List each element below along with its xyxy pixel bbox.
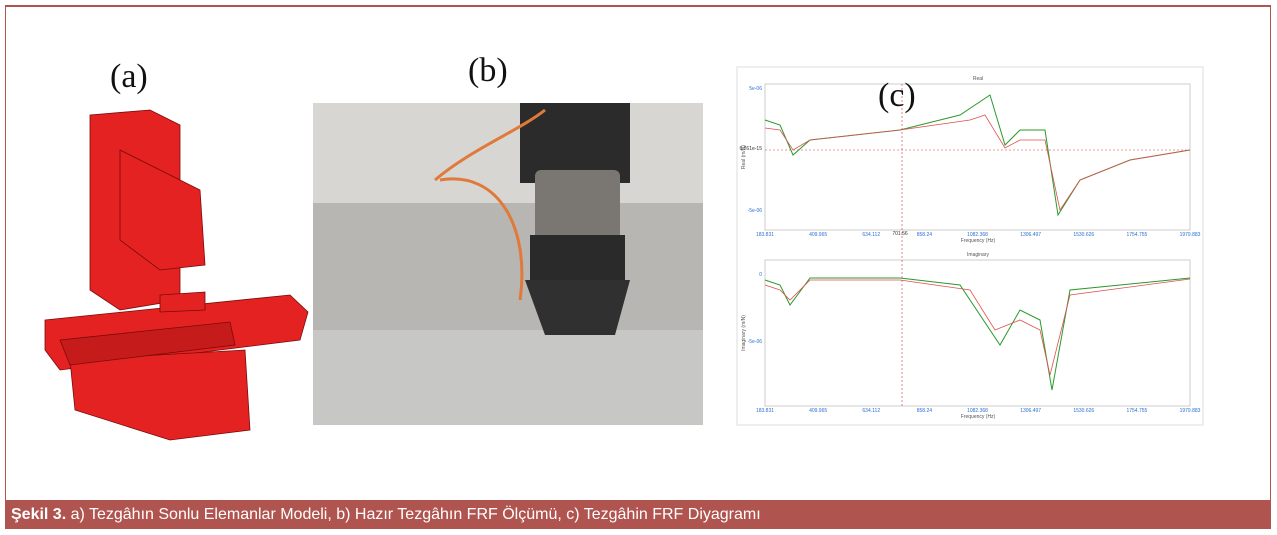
x-tick-label: 1530.626 xyxy=(1073,232,1094,238)
figure: Real Imaginary Frequency (Hz) Frequency … xyxy=(0,0,1277,535)
x-axis-label: Frequency (Hz) xyxy=(961,238,996,244)
x-tick-label: 1530.626 xyxy=(1073,408,1094,414)
plot-title: Real xyxy=(973,76,983,82)
caption: Şekil 3. a) Tezgâhın Sonlu Elemanlar Mod… xyxy=(5,500,1271,529)
x-tick-label: 634.112 xyxy=(862,232,880,238)
y-tick-label: -5e-06 xyxy=(748,208,763,214)
panel-label: (a) xyxy=(110,58,148,96)
x-tick-label: 1979.883 xyxy=(1180,408,1201,414)
panel-label: (b) xyxy=(468,52,508,90)
x-tick-label: 1754.755 xyxy=(1126,232,1147,238)
x-axis-label: Frequency (Hz) xyxy=(961,414,996,420)
x-tick-label: 858.24 xyxy=(917,408,933,414)
marker-label: 6.261e-15 xyxy=(739,146,762,152)
x-tick-label: 858.24 xyxy=(917,232,933,238)
y-tick-label: 5e-06 xyxy=(749,86,762,92)
frf-plot: Real Imaginary Frequency (Hz) Frequency … xyxy=(737,67,1203,425)
photo xyxy=(313,103,703,425)
fem-model xyxy=(45,110,308,440)
y-tick-label: -5e-06 xyxy=(748,339,763,345)
x-tick-label: 183.831 xyxy=(756,232,774,238)
x-tick-label: 1754.755 xyxy=(1126,408,1147,414)
caption-text: a) Tezgâhın Sonlu Elemanlar Modeli, b) H… xyxy=(66,506,761,523)
x-tick-label: 409.965 xyxy=(809,232,827,238)
x-tick-label: 1082.368 xyxy=(967,232,988,238)
x-tick-label: 1306.497 xyxy=(1020,408,1041,414)
plot-title: Imaginary xyxy=(967,252,989,258)
x-tick-label: 1082.368 xyxy=(967,408,988,414)
x-tick-label: 183.831 xyxy=(756,408,774,414)
cursor-label: 701.56 xyxy=(892,231,908,237)
y-tick-label: 0 xyxy=(759,272,762,278)
x-tick-label: 1306.497 xyxy=(1020,232,1041,238)
caption-number: Şekil 3. xyxy=(11,506,66,523)
x-tick-label: 409.965 xyxy=(809,408,827,414)
y-axis-label: Imaginary (m/N) xyxy=(741,315,747,351)
x-tick-label: 634.112 xyxy=(862,408,880,414)
x-tick-label: 1979.883 xyxy=(1180,232,1201,238)
panel-label: (c) xyxy=(878,77,916,115)
artwork: Real Imaginary Frequency (Hz) Frequency … xyxy=(0,0,1277,500)
